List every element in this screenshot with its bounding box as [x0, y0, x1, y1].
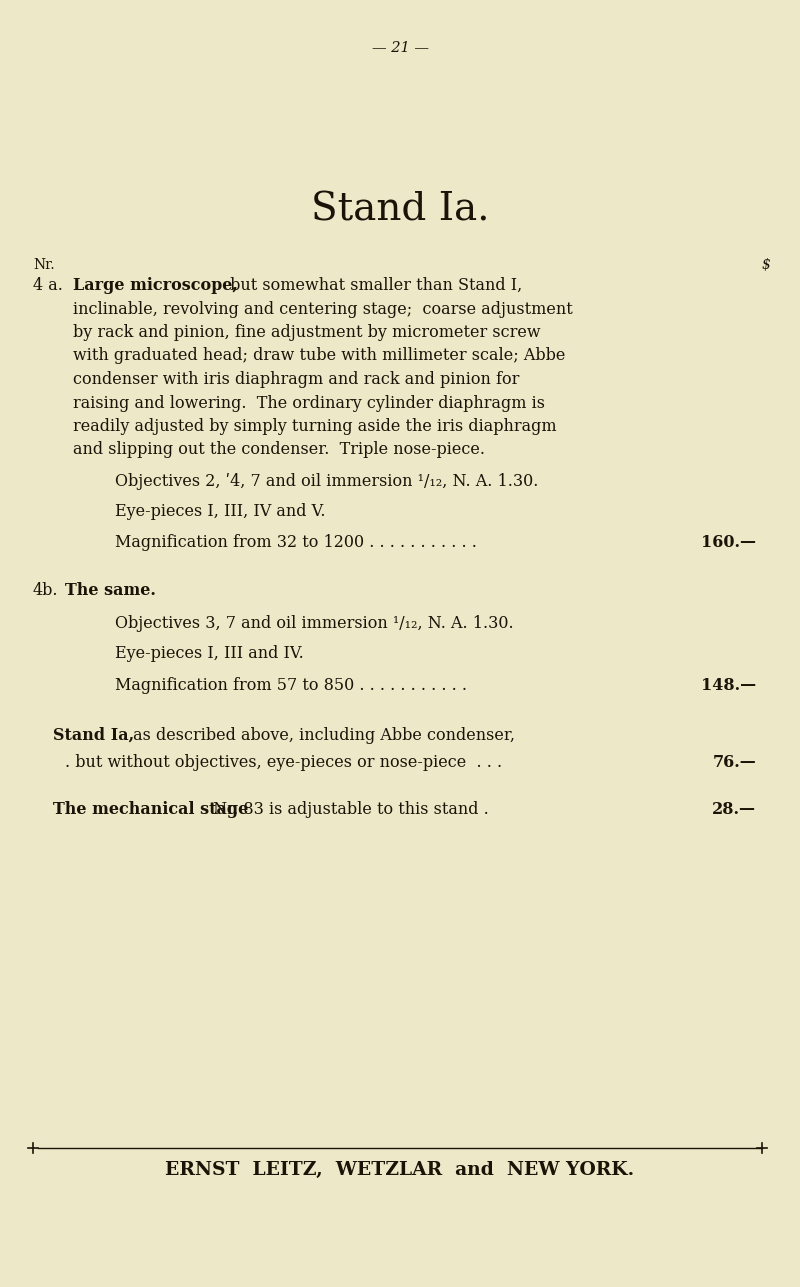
Text: inclinable, revolving and centering stage;  coarse adjustment: inclinable, revolving and centering stag… — [73, 300, 573, 318]
Text: Magnification from 57 to 850 . . . . . . . . . . .: Magnification from 57 to 850 . . . . . .… — [115, 677, 467, 694]
Text: Large microscope,: Large microscope, — [73, 277, 238, 293]
Text: Nr. 83 is adjustable to this stand .: Nr. 83 is adjustable to this stand . — [208, 802, 489, 819]
Text: The mechanical stage: The mechanical stage — [53, 802, 248, 819]
Text: 76.—: 76.— — [712, 754, 756, 771]
Text: . but without objectives, eye-pieces or nose-piece  . . .: . but without objectives, eye-pieces or … — [65, 754, 502, 771]
Text: Eye-pieces I, III, IV and V.: Eye-pieces I, III, IV and V. — [115, 502, 326, 520]
Text: Objectives 2, ʹ4, 7 and oil immersion ¹/₁₂, N. A. 1.30.: Objectives 2, ʹ4, 7 and oil immersion ¹/… — [115, 474, 538, 490]
Text: 148.—: 148.— — [701, 677, 756, 694]
Text: Stand Ia,: Stand Ia, — [53, 726, 134, 744]
Text: — 21 —: — 21 — — [371, 41, 429, 55]
Text: Objectives 3, 7 and oil immersion ¹/₁₂, N. A. 1.30.: Objectives 3, 7 and oil immersion ¹/₁₂, … — [115, 615, 514, 632]
Text: 4 a.: 4 a. — [33, 277, 63, 293]
Text: The same.: The same. — [65, 582, 156, 598]
Text: readily adjusted by simply turning aside the iris diaphragm: readily adjusted by simply turning aside… — [73, 418, 557, 435]
Text: $: $ — [762, 257, 771, 272]
Text: Nr.: Nr. — [33, 257, 54, 272]
Text: condenser with iris diaphragm and rack and pinion for: condenser with iris diaphragm and rack a… — [73, 371, 519, 387]
Text: by rack and pinion, fine adjustment by micrometer screw: by rack and pinion, fine adjustment by m… — [73, 324, 541, 341]
Text: ERNST  LEITZ,  WETZLAR  and  NEW YORK.: ERNST LEITZ, WETZLAR and NEW YORK. — [166, 1161, 634, 1179]
Text: as described above, including Abbe condenser,: as described above, including Abbe conde… — [128, 726, 515, 744]
Text: raising and lowering.  The ordinary cylinder diaphragm is: raising and lowering. The ordinary cylin… — [73, 395, 545, 412]
Text: with graduated head; draw tube with millimeter scale; Abbe: with graduated head; draw tube with mill… — [73, 347, 566, 364]
Text: 4b.: 4b. — [33, 582, 58, 598]
Text: 160.—: 160.— — [701, 534, 756, 551]
Text: Eye-pieces I, III and IV.: Eye-pieces I, III and IV. — [115, 645, 304, 662]
Text: 28.—: 28.— — [712, 802, 756, 819]
Text: Stand Ia.: Stand Ia. — [310, 192, 490, 229]
Text: and slipping out the condenser.  Triple nose-piece.: and slipping out the condenser. Triple n… — [73, 441, 485, 458]
Text: Magnification from 32 to 1200 . . . . . . . . . . .: Magnification from 32 to 1200 . . . . . … — [115, 534, 477, 551]
Text: but somewhat smaller than Stand I,: but somewhat smaller than Stand I, — [225, 277, 522, 293]
